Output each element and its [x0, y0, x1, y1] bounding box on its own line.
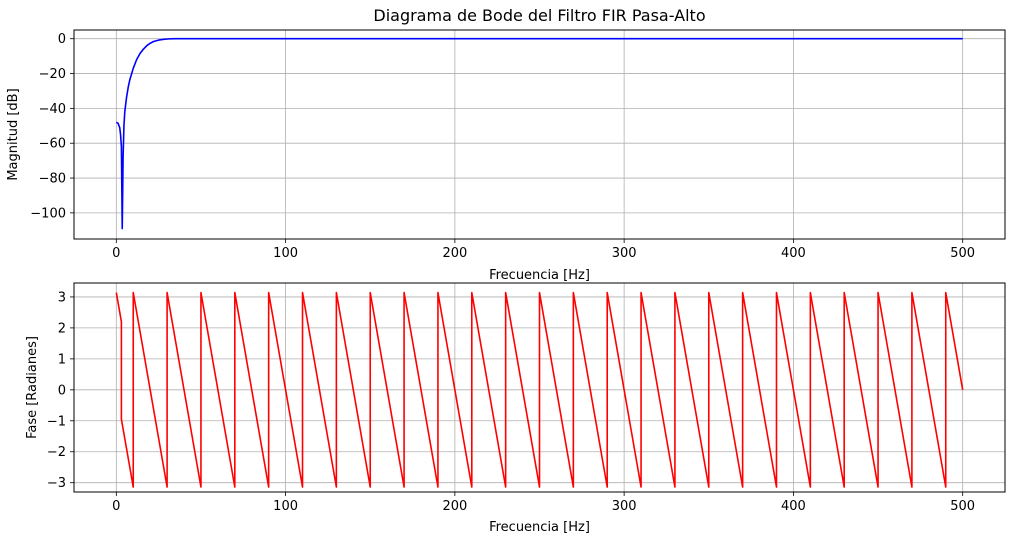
phase-x-tick-label: 500	[950, 499, 975, 514]
magnitude-x-tick-label: 500	[950, 246, 975, 261]
magnitude-series	[115, 37, 963, 230]
phase-y-axis-label: Fase [Radianes]	[25, 336, 40, 439]
magnitude-axes-frame	[73, 29, 1006, 240]
phase-axes-frame	[73, 282, 1006, 493]
magnitude-y-tick-label: −100	[30, 206, 66, 221]
phase-y-tick-label: −3	[47, 476, 66, 491]
magnitude-series-line	[115, 37, 963, 230]
phase-series-line	[115, 291, 964, 488]
magnitude-x-tick-label: 100	[273, 246, 298, 261]
chart-title: Diagrama de Bode del Filtro FIR Pasa-Alt…	[373, 6, 705, 25]
phase-series	[115, 291, 964, 488]
phase-y-tick-label: −2	[47, 445, 66, 460]
magnitude-x-tick-label: 200	[442, 246, 467, 261]
magnitude-y-tick-label: −20	[39, 67, 66, 82]
phase-x-tick-label: 200	[442, 499, 467, 514]
magnitude-x-tick-label: 300	[612, 246, 637, 261]
magnitude-y-tick-label: −60	[39, 137, 66, 152]
phase-y-tick-label: 1	[58, 352, 66, 367]
phase-x-tick-label: 0	[112, 499, 120, 514]
magnitude-y-axis-label: Magnitud [dB]	[6, 88, 21, 180]
phase-y-tick-label: −1	[47, 414, 66, 429]
phase-y-tick-label: 2	[58, 321, 66, 336]
phase-x-tick-label: 300	[612, 499, 637, 514]
phase-x-ticks: 0 100 200 300 400 500	[112, 492, 975, 514]
phase-plot: 0 100 200 300 400 500 3 2 1 0 −1 −2 −3 Frecuencia […	[25, 282, 1006, 535]
phase-y-ticks: 3 2 1 0 −1 −2 −3	[47, 290, 74, 491]
phase-x-tick-label: 100	[273, 499, 298, 514]
magnitude-y-ticks: 0 −20 −40 −60 −80 −100	[30, 32, 74, 221]
magnitude-y-tick-label: −80	[39, 172, 66, 187]
magnitude-x-tick-label: 0	[112, 246, 120, 261]
magnitude-y-tick-label: −40	[39, 102, 66, 117]
magnitude-x-tick-label: 400	[781, 246, 806, 261]
magnitude-plot: 0 100 200 300 400 500 0 −20 −40 −60 −80 −100 Diagr…	[6, 6, 1006, 283]
phase-y-tick-label: 0	[58, 383, 66, 398]
magnitude-y-tick-label: 0	[58, 32, 66, 47]
phase-y-tick-label: 3	[58, 290, 66, 305]
magnitude-x-axis-label: Frecuencia [Hz]	[489, 268, 590, 283]
phase-x-tick-label: 400	[781, 499, 806, 514]
phase-x-axis-label: Frecuencia [Hz]	[489, 520, 590, 535]
magnitude-x-ticks: 0 100 200 300 400 500	[112, 239, 975, 261]
